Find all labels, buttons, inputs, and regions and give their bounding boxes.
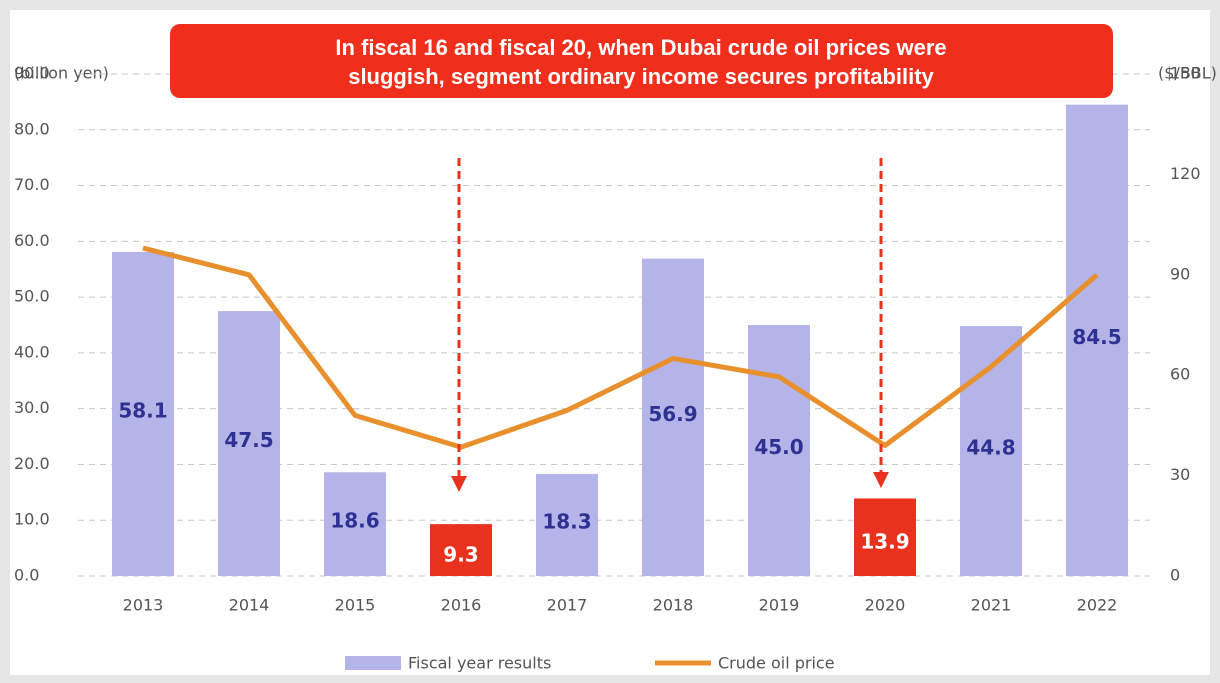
data-label: 13.9 bbox=[860, 530, 909, 554]
data-label: 84.5 bbox=[1072, 325, 1121, 349]
y-tick-label: 20.0 bbox=[14, 454, 50, 473]
x-tick-label: 2021 bbox=[971, 596, 1012, 615]
y2-tick-label: 90 bbox=[1170, 264, 1190, 283]
data-label: 9.3 bbox=[443, 543, 478, 567]
annotation-box bbox=[170, 24, 1113, 98]
legend-label: Crude oil price bbox=[718, 654, 835, 673]
x-tick-label: 2016 bbox=[441, 596, 482, 615]
data-label: 58.1 bbox=[118, 398, 167, 422]
arrow-head bbox=[873, 472, 889, 488]
line bbox=[142, 245, 1099, 450]
legend-label: Fiscal year results bbox=[408, 654, 551, 673]
x-tick-label: 2020 bbox=[865, 596, 906, 615]
plot-area: 0.0 10.0 20.0 30.0 40.0 50.0 60.0 70.0 80.0 90.0 0… bbox=[14, 64, 1201, 673]
x-tick-label: 2014 bbox=[229, 596, 270, 615]
y-tick-label: 0.0 bbox=[14, 566, 39, 585]
y2-tick-label: 30 bbox=[1170, 465, 1190, 484]
bar bbox=[218, 311, 280, 576]
x-tick-label: 2017 bbox=[547, 596, 588, 615]
data-label: 47.5 bbox=[224, 428, 273, 452]
x-tick-label: 2013 bbox=[123, 596, 164, 615]
bar bbox=[430, 524, 492, 576]
panel bbox=[10, 10, 1210, 675]
data-label: 18.6 bbox=[330, 509, 379, 533]
y-tick-label: 90.0 bbox=[14, 64, 50, 83]
y-tick-label: 40.0 bbox=[14, 342, 50, 361]
y-tick-label: 60.0 bbox=[14, 231, 50, 250]
annotation-text: sluggish, segment ordinary income secure… bbox=[348, 64, 934, 89]
y-tick-label: 10.0 bbox=[14, 510, 50, 529]
x-tick-label: 2019 bbox=[759, 596, 800, 615]
y2-tick-label: 0 bbox=[1170, 566, 1180, 585]
data-label: 18.3 bbox=[542, 509, 591, 533]
annotation-text: In fiscal 16 and fiscal 20, when Dubai c… bbox=[335, 35, 946, 60]
legend-swatch bbox=[345, 656, 401, 670]
y2-tick-label: 120 bbox=[1170, 164, 1201, 183]
arrow-head bbox=[451, 476, 467, 492]
bar bbox=[112, 251, 174, 577]
bar bbox=[748, 325, 810, 576]
x-tick-label: 2015 bbox=[335, 596, 376, 615]
bar bbox=[324, 472, 386, 576]
y-axis-label: (billion yen) bbox=[14, 64, 109, 83]
bar bbox=[536, 473, 598, 576]
y-tick-label: 80.0 bbox=[14, 119, 50, 138]
x-tick-label: 2018 bbox=[653, 596, 694, 615]
y-tick-label: 70.0 bbox=[14, 175, 50, 194]
bar bbox=[642, 258, 704, 576]
data-label: 45.0 bbox=[754, 435, 803, 459]
y2-axis-label: ($/BBL) bbox=[1158, 64, 1217, 83]
y2-tick-label: 150 bbox=[1170, 64, 1201, 83]
data-label: 56.9 bbox=[648, 402, 697, 426]
bar bbox=[1066, 104, 1128, 576]
y-tick-label: 50.0 bbox=[14, 287, 50, 306]
bar bbox=[854, 498, 916, 576]
y-tick-label: 30.0 bbox=[14, 398, 50, 417]
annotation: In fiscal 16 and fiscal 20, when Dubai c… bbox=[170, 24, 1113, 492]
data-label: 44.8 bbox=[966, 436, 1015, 460]
x-tick-label: 2022 bbox=[1077, 596, 1118, 615]
y2-tick-label: 60 bbox=[1170, 365, 1190, 384]
